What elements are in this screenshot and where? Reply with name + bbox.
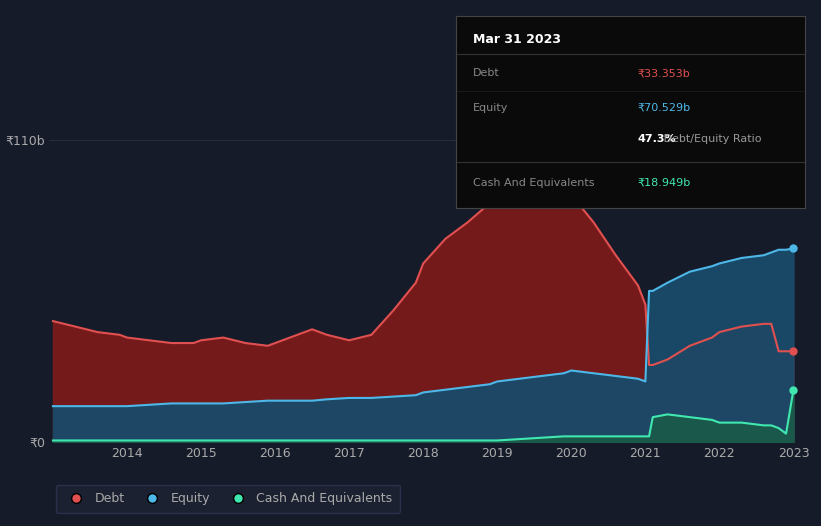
Text: 47.3%: 47.3% bbox=[637, 134, 676, 144]
Text: ₹33.353b: ₹33.353b bbox=[637, 68, 690, 78]
Text: Debt: Debt bbox=[473, 68, 500, 78]
Text: ₹18.949b: ₹18.949b bbox=[637, 178, 690, 188]
Text: Mar 31 2023: Mar 31 2023 bbox=[473, 33, 561, 46]
Text: Cash And Equivalents: Cash And Equivalents bbox=[473, 178, 594, 188]
Text: Debt/Equity Ratio: Debt/Equity Ratio bbox=[660, 134, 761, 144]
Legend: Debt, Equity, Cash And Equivalents: Debt, Equity, Cash And Equivalents bbox=[56, 485, 400, 513]
Text: ₹70.529b: ₹70.529b bbox=[637, 103, 690, 113]
Text: Equity: Equity bbox=[473, 103, 508, 113]
